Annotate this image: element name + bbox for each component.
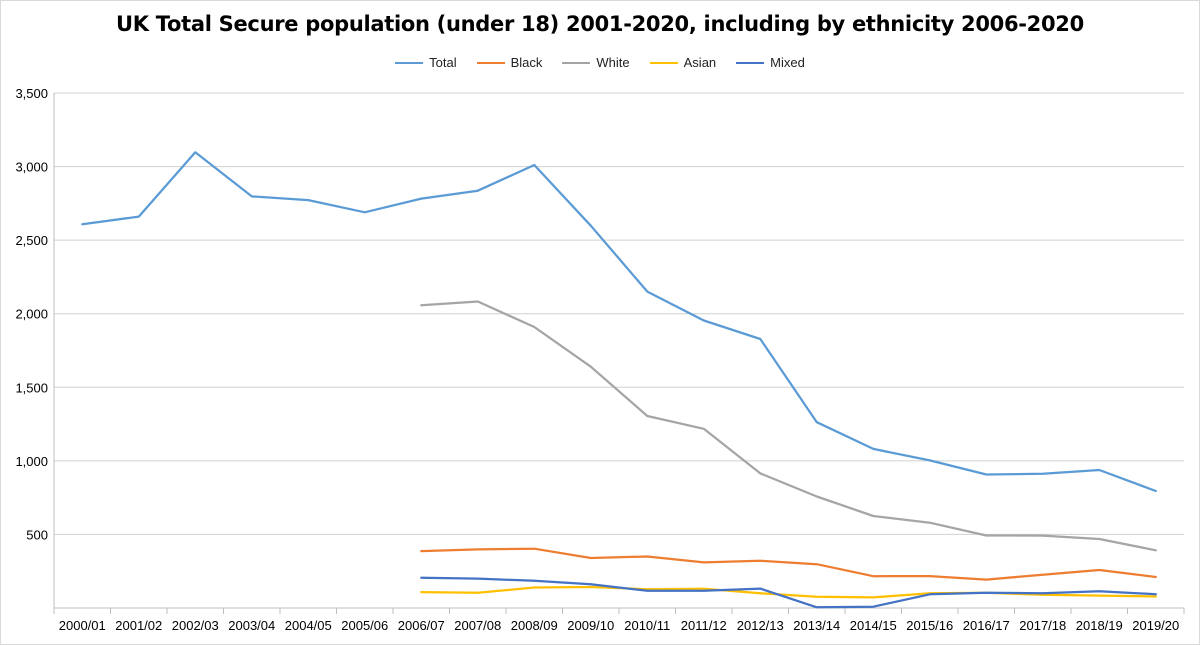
- x-tick-label: 2009/10: [567, 618, 614, 633]
- legend-item-asian: Asian: [649, 55, 717, 70]
- legend-swatch: [395, 61, 424, 64]
- legend-swatch: [649, 61, 678, 64]
- x-tick-label: 2013/14: [793, 618, 840, 633]
- x-tick-label: 2007/08: [454, 618, 501, 633]
- legend-label: Black: [510, 55, 543, 70]
- x-tick-label: 2005/06: [341, 618, 388, 633]
- x-tick-label: 2018/19: [1076, 618, 1123, 633]
- x-tick-label: 2010/11: [624, 618, 670, 633]
- x-tick-label: 2000/01: [59, 618, 106, 633]
- x-tick-label: 2008/09: [511, 618, 558, 633]
- legend-swatch: [476, 61, 505, 64]
- x-tick-label: 2014/15: [850, 618, 897, 633]
- x-tick-label: 2003/04: [228, 618, 275, 633]
- chart-legend: Total Black White Asian Mixed: [0, 55, 1200, 70]
- x-tick-label: 2002/03: [172, 618, 219, 633]
- series-line-white: [420, 300, 1157, 552]
- series-line-mixed: [420, 576, 1157, 609]
- y-tick-label: 2,000: [15, 307, 48, 322]
- x-tick-label: 2006/07: [398, 618, 445, 633]
- y-tick-label: 2,500: [15, 233, 48, 248]
- legend-item-white: White: [562, 55, 630, 70]
- y-tick-label: 3,500: [15, 86, 48, 101]
- x-tick-label: 2011/12: [681, 618, 727, 633]
- series-line-black: [420, 547, 1157, 581]
- series-line-total: [81, 151, 1157, 493]
- legend-swatch: [736, 61, 765, 64]
- x-tick-label: 2016/17: [963, 618, 1010, 633]
- x-tick-label: 2004/05: [285, 618, 332, 633]
- legend-swatch: [562, 61, 591, 64]
- y-tick-label: 1,000: [15, 454, 48, 469]
- legend-label: Mixed: [770, 55, 805, 70]
- series-line-asian: [420, 585, 1157, 599]
- x-tick-label: 2015/16: [906, 618, 953, 633]
- legend-label: White: [596, 55, 630, 70]
- chart-title: UK Total Secure population (under 18) 20…: [116, 12, 1084, 36]
- x-tick-label: 2017/18: [1019, 618, 1066, 633]
- legend-item-mixed: Mixed: [736, 55, 805, 70]
- legend-label: Total: [429, 55, 457, 70]
- legend-item-black: Black: [476, 55, 543, 70]
- y-tick-label: 3,000: [15, 160, 48, 175]
- y-tick-label: 500: [26, 527, 48, 542]
- y-tick-label: 1,500: [15, 380, 48, 395]
- legend-item-total: Total: [395, 55, 457, 70]
- x-tick-label: 2019/20: [1132, 618, 1179, 633]
- legend-label: Asian: [683, 55, 717, 70]
- x-tick-label: 2012/13: [737, 618, 784, 633]
- x-tick-label: 2001/02: [115, 618, 162, 633]
